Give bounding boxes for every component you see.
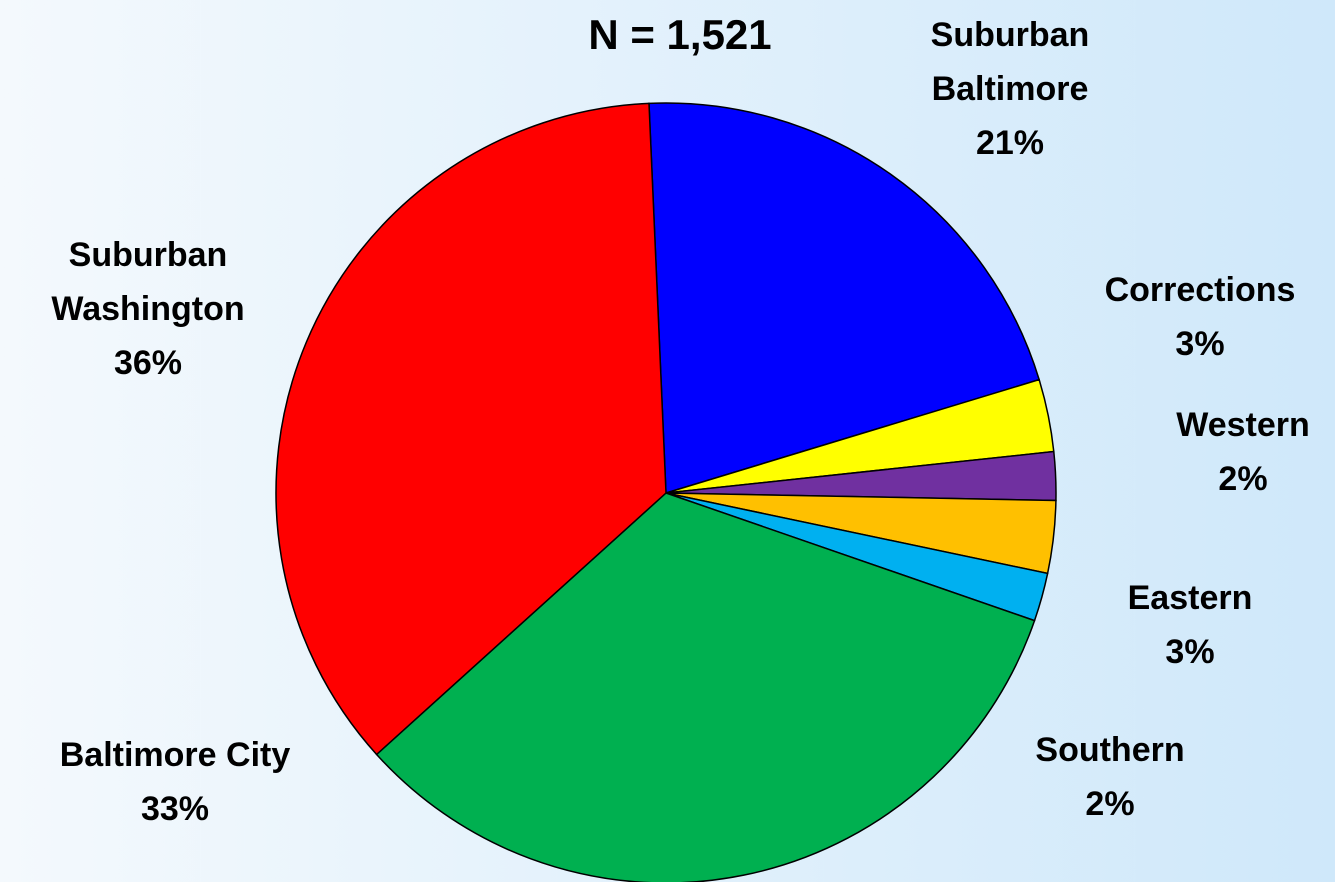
category-name: Suburban Washington [51, 236, 245, 328]
slice-label: Southern 2% [980, 723, 1240, 831]
slice-label: Eastern 3% [1060, 571, 1320, 679]
value-label: 3% [1175, 325, 1225, 363]
category-name: Corrections [1104, 271, 1296, 309]
category-name: Western [1176, 406, 1310, 444]
category-name: Southern [1035, 731, 1185, 769]
pie-slice [375, 492, 1036, 882]
value-label: 2% [1085, 785, 1135, 823]
slice-label: Suburban Washington 36% [8, 228, 288, 390]
category-name: Suburban Baltimore [930, 16, 1090, 108]
chart-title: N = 1,521 [588, 11, 772, 58]
pie-slice [275, 102, 667, 756]
category-name: Baltimore City [59, 736, 291, 774]
category-name: Eastern [1127, 579, 1253, 617]
value-label: 3% [1165, 633, 1215, 671]
slice-label: Suburban Baltimore 21% [890, 8, 1130, 170]
slice-label: Baltimore City 33% [5, 728, 345, 836]
value-label: 36% [113, 344, 183, 382]
slice-label: Corrections 3% [1050, 263, 1335, 371]
value-label: 21% [975, 124, 1045, 162]
pie-slice [648, 102, 1041, 494]
value-label: 2% [1218, 460, 1268, 498]
value-label: 33% [140, 790, 210, 828]
slice-label: Western 2% [1143, 398, 1335, 506]
